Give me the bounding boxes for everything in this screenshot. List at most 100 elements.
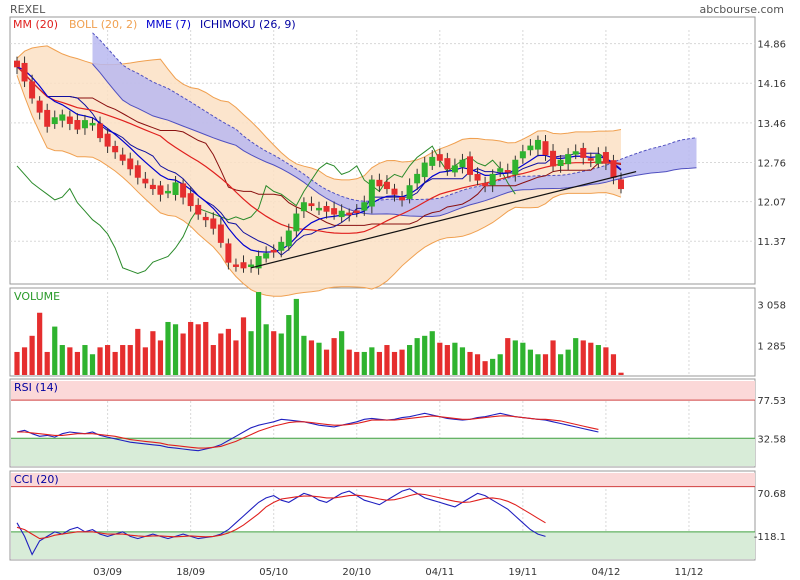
candle-body: [406, 185, 413, 199]
volume-bar: [429, 331, 435, 375]
volume-bar: [218, 333, 224, 375]
candle-body: [21, 62, 28, 82]
candle-body: [542, 141, 549, 156]
volume-bar: [354, 351, 360, 375]
volume-bar: [603, 347, 609, 375]
candle-body: [248, 264, 255, 268]
candle-body: [112, 145, 119, 153]
volume-bar: [150, 331, 156, 375]
candle-body: [602, 152, 609, 164]
trendline: [250, 170, 637, 269]
candle-body: [29, 81, 36, 99]
candle-body: [550, 150, 557, 167]
volume-bar: [369, 347, 375, 375]
volume-bar: [165, 321, 171, 375]
volume-bar: [323, 349, 330, 375]
volume-bar: [474, 354, 481, 375]
volume-bar: [278, 333, 284, 375]
candle-body: [285, 230, 292, 247]
legend-mm: MM (20): [13, 18, 58, 31]
x-tick-label: 20/10: [342, 567, 371, 578]
candle-body: [391, 188, 398, 195]
legend-mme: MME (7): [146, 18, 191, 31]
x-tick-labels: 03/09 18/09 05/10 20/10 04/11 19/11 04/12 11/12: [93, 567, 703, 578]
candle-body: [142, 178, 149, 184]
volume-bar: [580, 340, 586, 375]
candle-body: [172, 182, 179, 195]
candle-body: [217, 224, 224, 243]
candle-body: [240, 262, 247, 269]
candle-body: [180, 183, 187, 198]
volume-bar: [37, 312, 43, 375]
candle-body: [134, 165, 141, 178]
candle-body: [165, 190, 171, 194]
volume-bar: [301, 335, 307, 375]
volume-bar: [135, 328, 141, 375]
volume-plot: [14, 292, 624, 375]
volume-bar: [384, 345, 390, 375]
volume-bar: [112, 351, 118, 375]
volume-bar: [414, 338, 420, 375]
candle-body: [202, 216, 209, 221]
candle-body: [580, 147, 587, 158]
candle-body: [187, 193, 194, 207]
volume-bar: [610, 354, 617, 375]
candle-body: [399, 196, 406, 201]
candle-body: [527, 145, 534, 151]
cci-overbought-zone: [11, 473, 755, 487]
candle-body: [451, 165, 458, 173]
brand-label: abcbourse.com: [700, 3, 784, 16]
rsi-plot: [11, 381, 755, 466]
volume-bar: [240, 317, 247, 375]
candle-body: [263, 253, 270, 259]
volume-bar: [512, 340, 518, 375]
volume-y-tick: 1 285: [757, 341, 786, 352]
candle-body: [338, 210, 345, 218]
candle-body: [157, 185, 164, 195]
candle-body: [66, 116, 73, 124]
volume-bar: [490, 358, 496, 375]
volume-bar: [233, 340, 239, 375]
candle-body: [97, 123, 104, 139]
candle-body: [89, 122, 96, 126]
volume-bar: [142, 347, 148, 375]
candle-body: [519, 151, 526, 159]
volume-bar: [74, 351, 80, 375]
volume-bar: [520, 342, 526, 375]
volume-bar: [565, 349, 571, 375]
cci-y-tick: -118.1: [754, 532, 786, 543]
candle-body: [482, 182, 489, 187]
volume-bar: [331, 338, 337, 375]
candle-body: [474, 173, 481, 181]
volume-bar: [467, 351, 473, 375]
volume-bar: [535, 354, 541, 375]
price-y-tick: 14.16: [757, 79, 786, 90]
price-y-tick: 13.46: [757, 119, 786, 130]
candle-body: [149, 184, 156, 190]
candle-body: [316, 207, 322, 211]
volume-bar: [573, 338, 579, 375]
volume-bar: [210, 345, 216, 375]
ichimoku-cloud: [92, 32, 697, 217]
price-y-tick: 12.76: [757, 159, 786, 170]
candle-body: [308, 203, 315, 207]
candle-body: [504, 170, 511, 173]
volume-y-tick: 3 058: [757, 300, 786, 311]
volume-bar: [444, 345, 450, 375]
candle-body: [270, 249, 277, 253]
volume-bar: [14, 351, 20, 375]
x-tick-label: 04/11: [425, 567, 454, 578]
volume-bar: [459, 347, 466, 375]
x-tick-label: 03/09: [93, 567, 122, 578]
cci-plot: [11, 473, 755, 559]
volume-bar: [482, 361, 488, 375]
volume-bar: [286, 315, 292, 375]
candle-body: [74, 120, 81, 130]
candle-body: [119, 154, 126, 161]
volume-bar: [82, 345, 88, 375]
candle-body: [383, 181, 390, 190]
volume-bar: [188, 321, 194, 375]
volume-bar: [248, 331, 254, 375]
volume-bar: [558, 354, 564, 375]
volume-bar: [452, 342, 458, 375]
